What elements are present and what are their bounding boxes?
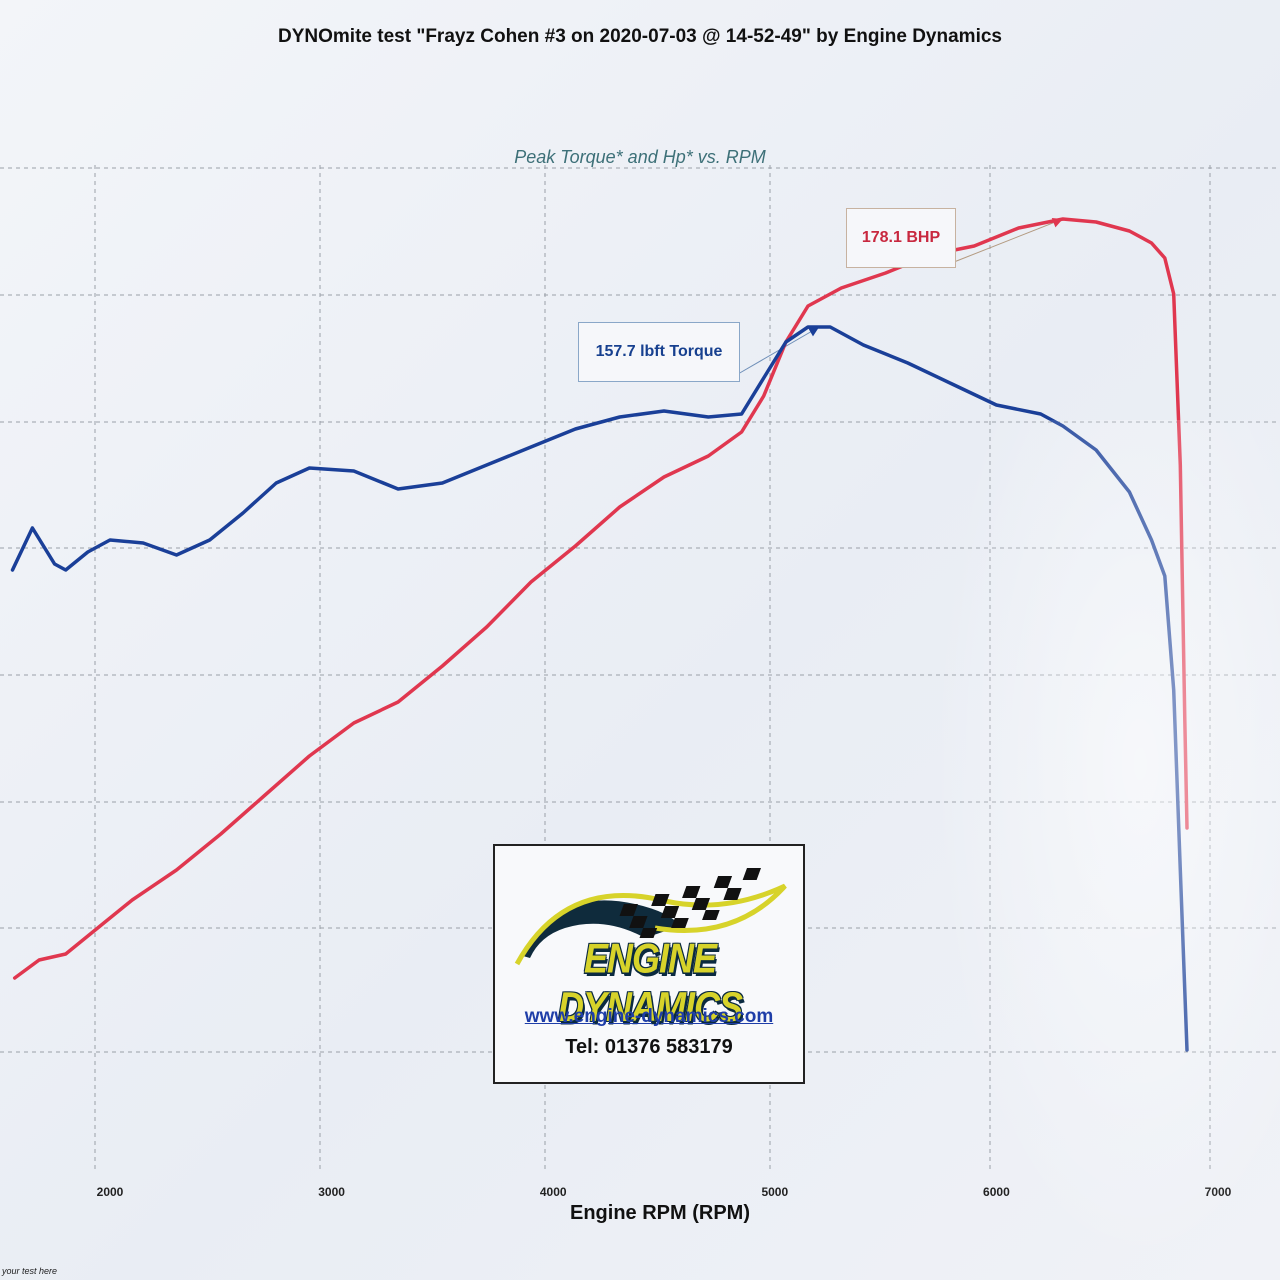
engine-dynamics-logo-box: ENGINE DYNAMICS www.engine-dynamics.com … bbox=[493, 844, 805, 1084]
x-tick-5000: 5000 bbox=[761, 1185, 788, 1199]
x-axis-label: Engine RPM (RPM) bbox=[570, 1202, 750, 1224]
series-line-0 bbox=[12, 217, 1189, 980]
x-tick-4000: 4000 bbox=[540, 1185, 567, 1199]
x-tick-3000: 3000 bbox=[318, 1185, 345, 1199]
logo-url-link[interactable]: www.engine-dynamics.com bbox=[524, 1006, 774, 1027]
x-tick-2000: 2000 bbox=[97, 1185, 124, 1199]
callout-arrow-1 bbox=[807, 327, 820, 337]
x-tick-7000: 7000 bbox=[1205, 1185, 1232, 1199]
chart-title: DYNOmite test "Frayz Cohen #3 on 2020-07… bbox=[278, 26, 1002, 47]
logo-wordmark: ENGINE DYNAMICS bbox=[557, 934, 743, 1031]
logo-telephone: Tel: 01376 583179 bbox=[565, 1036, 733, 1058]
footer-note: your test here bbox=[2, 1266, 58, 1276]
x-tick-6000: 6000 bbox=[983, 1185, 1010, 1199]
callout-leader-0 bbox=[953, 218, 1064, 263]
chart-subtitle: Peak Torque* and Hp* vs. RPM bbox=[514, 147, 766, 167]
x-tick-labels: 2000 3000 4000 5000 6000 7000 bbox=[97, 1185, 1232, 1199]
peak-torque-callout: 157.7 lbft Torque bbox=[578, 322, 740, 382]
checkered-flag-icon bbox=[514, 868, 787, 966]
peak-hp-callout: 178.1 BHP bbox=[846, 208, 956, 268]
callout-leader-1 bbox=[737, 326, 820, 375]
